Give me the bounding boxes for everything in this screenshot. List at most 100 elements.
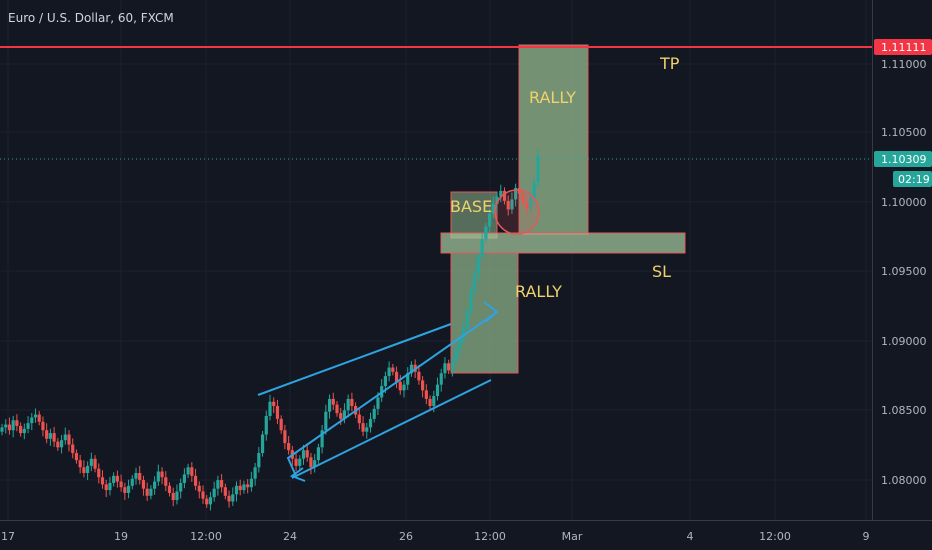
candle-body	[115, 475, 119, 482]
candle-body	[171, 492, 175, 501]
candle-body	[495, 196, 499, 204]
candle-body	[298, 458, 302, 466]
candle-body	[465, 310, 469, 328]
candle-body	[435, 384, 440, 397]
candle-body	[37, 414, 41, 422]
base-label: BASE	[450, 197, 492, 216]
candle-body	[22, 428, 26, 434]
candle-body	[108, 482, 112, 491]
price-axis[interactable]: 1.11000 1.10500 1.10000 1.09500 1.09000 …	[881, 58, 927, 487]
x-tick-label: 12:00	[190, 530, 222, 543]
candle-body	[112, 475, 116, 483]
candle-body	[145, 488, 149, 496]
channel-lower-line	[291, 379, 492, 479]
candle-body	[220, 480, 224, 488]
candle-body	[327, 398, 332, 412]
candle-body	[402, 384, 406, 391]
candle-body	[45, 430, 49, 439]
candle-body	[7, 424, 12, 431]
candle-body	[313, 460, 317, 468]
x-tick-label: 17	[1, 530, 15, 543]
candle-body	[82, 467, 86, 473]
candle-body	[499, 190, 503, 197]
candle-body	[342, 410, 347, 419]
candle-body	[260, 434, 265, 454]
candle-body	[234, 485, 239, 495]
candle-body	[78, 460, 82, 468]
candle-body	[335, 404, 339, 414]
x-tick-label: 9	[863, 530, 870, 543]
candle-body	[368, 418, 373, 428]
candle-body	[167, 485, 172, 493]
candle-body	[350, 398, 354, 407]
candle-body	[331, 398, 335, 405]
candle-body	[450, 360, 454, 371]
y-tick-label: 1.11000	[881, 58, 927, 71]
candle-body	[376, 397, 380, 409]
y-tick-label: 1.08500	[881, 404, 927, 417]
candle-body	[67, 434, 71, 445]
candle-body	[201, 491, 205, 499]
candle-body	[238, 485, 242, 491]
candle-body	[391, 367, 395, 372]
candle-body	[193, 475, 198, 486]
candle-body	[97, 468, 101, 478]
candle-body	[242, 484, 246, 491]
candle-body	[365, 427, 369, 432]
candle-body	[309, 457, 313, 468]
candle-body	[182, 474, 186, 483]
rally-zone-lower	[450, 252, 519, 374]
candle-body	[74, 453, 79, 461]
candle-body	[387, 367, 391, 377]
candle-body	[476, 256, 481, 274]
candle-body	[223, 487, 227, 496]
candles	[0, 149, 540, 511]
candle-body	[100, 477, 105, 485]
candle-body	[320, 430, 324, 448]
x-tick-label: 12:00	[759, 530, 791, 543]
candle-body	[264, 416, 268, 435]
candle-body	[86, 465, 90, 473]
candle-body	[15, 420, 19, 426]
candle-body	[141, 480, 146, 489]
candle-body	[532, 182, 536, 199]
candle-body	[521, 193, 525, 203]
candle-body	[432, 396, 436, 407]
time-axis[interactable]: 17 19 12:00 24 26 12:00 Mar 4 12:00 9	[1, 530, 870, 543]
candle-body	[383, 376, 387, 387]
candle-body	[52, 433, 56, 442]
candle-body	[41, 421, 45, 431]
candle-body	[164, 477, 168, 486]
y-tick-label: 1.09500	[881, 265, 927, 278]
candle-body	[417, 371, 421, 381]
grid	[0, 0, 872, 520]
channel-upper-line	[257, 323, 452, 396]
chart-title: Euro / U.S. Dollar, 60, FXCM	[8, 11, 174, 25]
candle-body	[372, 408, 376, 419]
candle-body	[11, 420, 15, 431]
candle-body	[324, 411, 328, 431]
x-tick-label: Mar	[562, 530, 583, 543]
current-price-label: 1.10309	[881, 153, 927, 166]
candle-body	[301, 450, 306, 459]
candle-body	[156, 471, 160, 482]
countdown-label: 02:19	[898, 173, 930, 186]
candle-body	[4, 424, 8, 428]
candle-body	[480, 239, 484, 257]
arrow-head-icon	[483, 301, 499, 323]
candle-body	[447, 363, 451, 371]
candle-body	[275, 406, 280, 419]
candle-body	[473, 273, 477, 291]
candle-body	[197, 485, 201, 492]
candle-body	[458, 339, 462, 350]
candle-body	[406, 373, 410, 385]
candle-body	[488, 213, 492, 227]
candle-body	[123, 487, 127, 493]
candle-body	[268, 401, 272, 416]
candle-body	[525, 202, 529, 208]
candle-body	[517, 188, 521, 194]
y-tick-label: 1.10000	[881, 196, 927, 209]
countdown-badge	[893, 171, 932, 187]
candle-body	[294, 458, 298, 466]
